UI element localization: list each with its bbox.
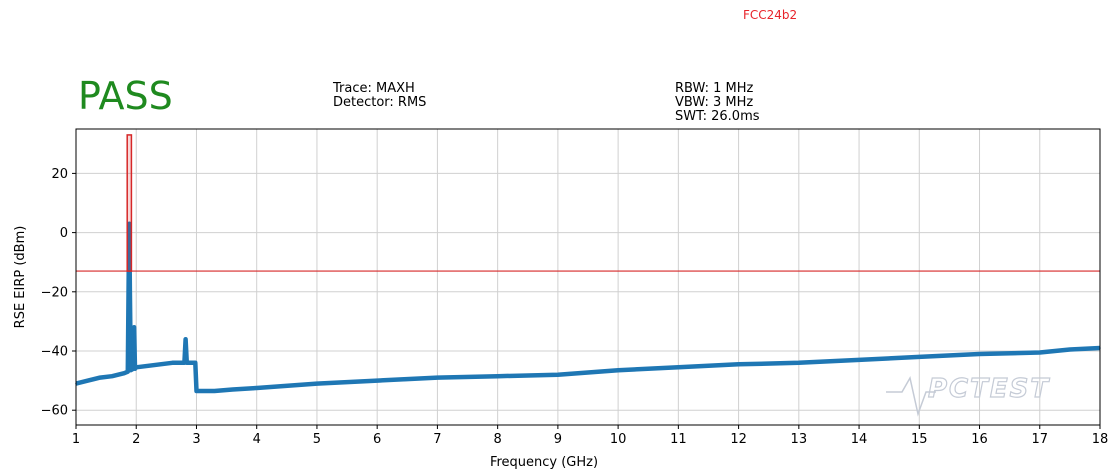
data-point: [798, 362, 800, 364]
data-point: [617, 369, 619, 372]
data-point: [133, 326, 135, 329]
y-tick-label: −20: [41, 285, 68, 300]
data-point: [129, 291, 131, 293]
page-title: FCC24b2: [743, 8, 798, 22]
y-tick-label: −40: [41, 345, 68, 360]
x-tick-label: 3: [192, 432, 200, 447]
data-point: [127, 273, 130, 275]
data-point: [130, 369, 132, 372]
y-axis-label: RSE EIRP (dBm): [13, 226, 28, 329]
data-point: [557, 373, 559, 376]
data-point: [134, 367, 136, 370]
x-tick-label: 17: [1031, 432, 1048, 447]
watermark-text: PCTEST: [928, 374, 1050, 404]
spectrum-trace-band: [75, 221, 1101, 394]
watermark-pulse-icon: [886, 375, 936, 417]
data-point: [194, 362, 197, 364]
data-point: [159, 363, 162, 366]
x-tick-label: 11: [670, 432, 687, 447]
excluded-band-marker: [126, 134, 133, 272]
verdict-label: PASS: [78, 74, 173, 118]
data-point: [1069, 348, 1071, 351]
x-tick-label: 7: [433, 432, 441, 447]
x-tick-label: 8: [494, 432, 502, 447]
x-tick-label: 2: [132, 432, 140, 447]
detector-label: Detector: RMS: [333, 95, 427, 110]
data-point: [918, 356, 921, 358]
data-point: [128, 222, 131, 225]
data-point: [195, 390, 198, 392]
data-point: [184, 338, 187, 340]
data-point: [147, 365, 150, 367]
data-point: [737, 363, 740, 366]
x-tick-label: 10: [610, 432, 627, 447]
data-point: [123, 372, 125, 375]
x-tick-label: 1: [72, 432, 80, 447]
spectrum-trace: [75, 223, 1101, 392]
data-point: [677, 366, 680, 369]
trace-settings: Trace: MAXH Detector: RMS: [333, 82, 426, 110]
bandwidth-settings: RBW: 1 MHz VBW: 3 MHz SWT: 26.0ms: [675, 82, 760, 124]
data-point: [87, 379, 89, 382]
pctest-watermark: PCTEST: [886, 373, 1050, 417]
x-tick-label: 15: [911, 432, 928, 447]
data-point: [183, 362, 186, 364]
data-point: [99, 376, 101, 379]
data-layer: [75, 134, 1101, 394]
vbw-label: VBW: 3 MHz: [675, 95, 754, 110]
x-tick-label: 6: [373, 432, 381, 447]
x-tick-label: 9: [554, 432, 562, 447]
x-tick-label: 12: [730, 432, 747, 447]
data-point: [171, 362, 174, 364]
y-tick-label: 20: [51, 167, 68, 182]
data-point: [436, 376, 439, 379]
x-tick-label: 4: [253, 432, 261, 447]
data-point: [213, 390, 216, 392]
trace-label: Trace: MAXH: [333, 81, 415, 96]
x-axis-label: Frequency (GHz): [490, 455, 598, 470]
data-point: [189, 362, 192, 364]
data-point: [135, 366, 138, 369]
data-point: [978, 353, 981, 355]
y-tick-label: 0: [60, 226, 68, 241]
x-tick-label: 5: [313, 432, 321, 447]
data-point: [496, 375, 499, 377]
data-point: [132, 367, 135, 370]
x-tick-label: 18: [1092, 432, 1109, 447]
data-point: [316, 382, 318, 385]
data-point: [255, 387, 258, 389]
data-point: [186, 362, 188, 364]
data-point: [231, 388, 234, 391]
x-tick-label: 13: [791, 432, 808, 447]
y-tick-label: −60: [41, 404, 68, 419]
data-point: [111, 375, 113, 377]
rbw-label: RBW: 1 MHz: [675, 81, 754, 96]
data-point: [858, 359, 860, 361]
data-point: [187, 362, 189, 364]
swt-label: SWT: 26.0ms: [675, 109, 760, 124]
data-point: [127, 370, 129, 373]
x-tick-label: 14: [851, 432, 868, 447]
data-point: [1038, 351, 1041, 354]
data-point: [376, 379, 378, 382]
x-tick-label: 16: [971, 432, 988, 447]
plot-frame: [75, 128, 1101, 426]
